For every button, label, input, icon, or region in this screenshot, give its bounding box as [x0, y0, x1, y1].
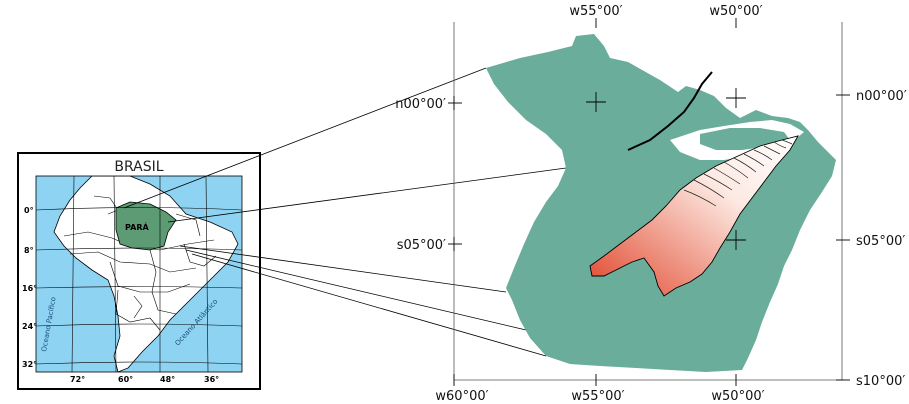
top-label-w50: w50°00′ — [709, 4, 762, 19]
inset-lat-32: 32° — [22, 360, 37, 369]
inset-lat-8: 8° — [24, 246, 34, 255]
main-map-frame — [453, 22, 843, 381]
graticule-crosses — [448, 18, 850, 386]
bottom-label-w55: w55°00′ — [571, 389, 624, 404]
main-map: w55°00′ w50°00′ w60°00′ w55°00′ w50°00′ … — [395, 4, 907, 404]
study-area-contours — [683, 139, 793, 207]
inset-graticule — [36, 176, 242, 372]
inset-map: BRASIL — [17, 152, 261, 390]
inset-para-label: PARÁ — [125, 221, 149, 232]
connector-lines — [123, 67, 567, 357]
left-label-s05: s05°00′ — [397, 238, 446, 253]
inset-lon-36: 36° — [204, 375, 219, 384]
para-state — [486, 34, 836, 372]
bottom-label-w60: w60°00′ — [435, 389, 488, 404]
bottom-label-w50: w50°00′ — [711, 389, 764, 404]
inset-lat-16: 16° — [22, 284, 37, 293]
right-label-n00: n00°00′ — [856, 89, 907, 104]
inset-lat-24: 24° — [22, 322, 37, 331]
right-label-s10: s10°00′ — [856, 374, 905, 389]
inset-lon-60: 60° — [118, 375, 133, 384]
south-america-landmass — [53, 176, 239, 372]
inset-lon-48: 48° — [160, 375, 175, 384]
inset-para-state — [115, 201, 177, 251]
amazon-river-line — [627, 71, 713, 151]
inset-lat-0: 0° — [24, 206, 34, 215]
inset-lon-72: 72° — [70, 375, 85, 384]
inset-title: BRASIL — [114, 159, 163, 175]
top-label-w55: w55°00′ — [569, 4, 622, 19]
left-label-n00: n00°00′ — [395, 97, 446, 112]
right-label-s05: s05°00′ — [856, 234, 905, 249]
